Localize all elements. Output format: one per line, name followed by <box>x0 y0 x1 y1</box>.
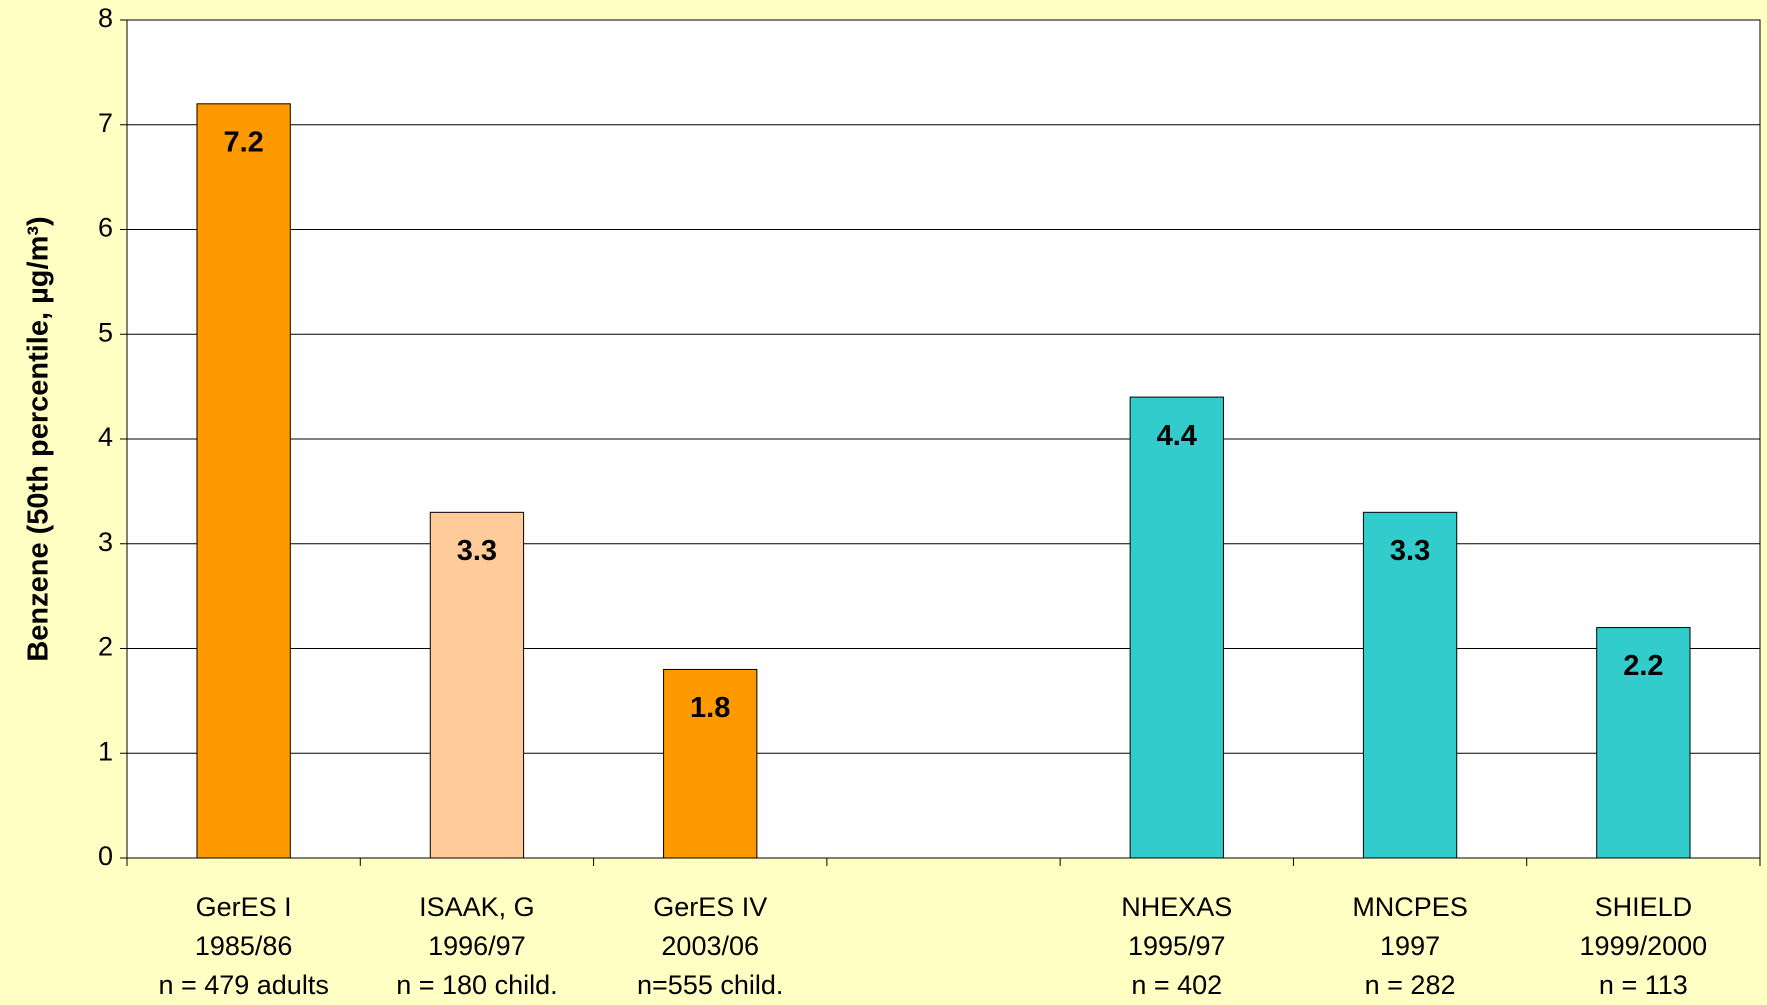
x-tick-label: n = 113 <box>1599 970 1688 1000</box>
bar <box>429 511 525 859</box>
x-tick-label: 1985/86 <box>195 931 293 961</box>
y-tick-label: 1 <box>98 736 113 766</box>
y-tick-label: 2 <box>98 632 113 662</box>
data-label: 7.2 <box>223 126 263 158</box>
data-label: 1.8 <box>690 692 730 724</box>
y-axis-label: Benzene (50th percentile, µg/m³) <box>23 216 55 661</box>
x-tick-label: ISAAK, G <box>419 892 535 922</box>
x-tick-label: GerES IV <box>653 892 767 922</box>
data-label: 4.4 <box>1157 420 1197 452</box>
x-tick-label: n = 180 child. <box>396 970 557 1000</box>
x-tick-label: n = 479 adults <box>158 970 328 1000</box>
x-tick-label: 2003/06 <box>661 931 759 961</box>
x-tick-label: 1996/97 <box>428 931 526 961</box>
data-label: 3.3 <box>1390 535 1430 567</box>
y-tick-label: 3 <box>98 527 113 557</box>
x-tick-label: GerES I <box>196 892 292 922</box>
x-tick-label: SHIELD <box>1595 892 1693 922</box>
bar <box>196 103 291 859</box>
y-tick-label: 5 <box>98 317 113 347</box>
bar <box>663 668 758 859</box>
y-tick-label: 7 <box>98 108 113 138</box>
x-tick-label: 1999/2000 <box>1580 931 1708 961</box>
y-tick-label: 6 <box>98 213 113 243</box>
y-tick-label: 4 <box>98 422 113 452</box>
bar <box>1362 511 1458 859</box>
bar <box>1129 396 1224 859</box>
x-tick-label: n = 402 <box>1131 970 1222 1000</box>
x-tick-label: 1995/97 <box>1128 931 1226 961</box>
data-label: 2.2 <box>1623 650 1663 682</box>
x-tick-label: NHEXAS <box>1121 892 1232 922</box>
data-label: 3.3 <box>457 535 497 567</box>
x-tick-label: MNCPES <box>1352 892 1468 922</box>
bar <box>1596 627 1691 859</box>
y-tick-label: 0 <box>98 841 113 871</box>
y-tick-label: 8 <box>98 3 113 33</box>
x-tick-label: n=555 child. <box>637 970 783 1000</box>
x-tick-label: 1997 <box>1380 931 1440 961</box>
x-tick-label: n = 282 <box>1365 970 1456 1000</box>
